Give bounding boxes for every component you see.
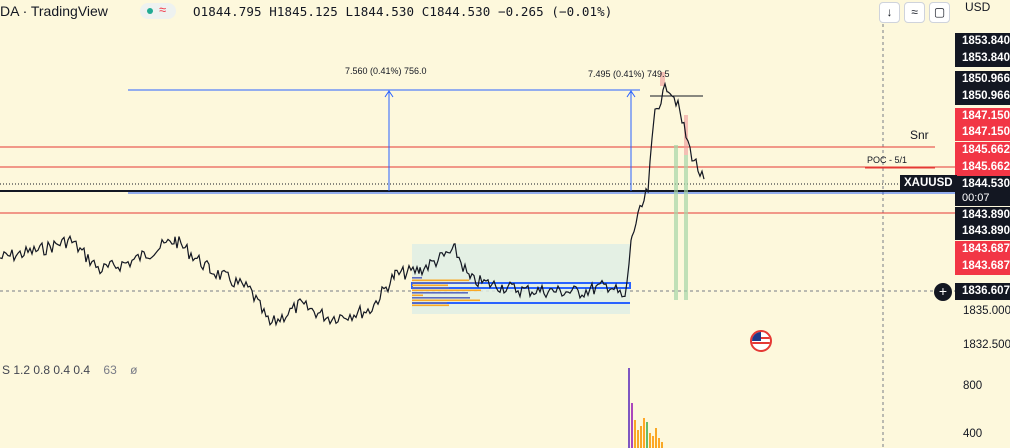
volume-bar xyxy=(646,422,648,448)
price-label: 1843.890 xyxy=(955,207,1010,224)
volume-profile-bar xyxy=(412,282,480,284)
collapse-button[interactable]: ≈ xyxy=(904,2,925,23)
price-label: 1843.687 xyxy=(955,258,1010,275)
volume-indicator-legend[interactable]: S 1.2 0.8 0.4 0.4 63 ø xyxy=(2,363,137,377)
axis-tick-1835: 1835.000 xyxy=(963,305,1010,317)
volume-tick-800: 800 xyxy=(963,380,983,392)
price-label: 1845.662 xyxy=(955,142,1010,159)
volume-profile-bar xyxy=(412,287,449,289)
volume-bar xyxy=(637,430,639,448)
price-label: 1850.966 xyxy=(955,71,1010,88)
axis-tick-1832: 1832.500 xyxy=(963,339,1010,351)
volume-profile-bar xyxy=(412,304,449,307)
price-label: 1844.530 xyxy=(955,176,1010,193)
hide-indicator-icon[interactable]: ø xyxy=(130,363,138,377)
ohlc-values: O1844.795 H1845.125 L1844.530 C1844.530 … xyxy=(193,4,613,19)
volume-profile-bar xyxy=(412,289,481,292)
price-series xyxy=(0,81,705,327)
volume-profile-bars xyxy=(412,277,481,307)
volume-profile-bar xyxy=(412,294,423,297)
chart-header: DA · TradingView ≈ O1844.795 H1845.125 L… xyxy=(0,0,955,24)
add-alert-button[interactable]: + xyxy=(934,283,952,301)
volume-bar xyxy=(661,442,663,448)
volume-profile-bar xyxy=(412,277,422,279)
volume-bar xyxy=(640,426,642,448)
volume-bar xyxy=(628,368,630,448)
symbol-price-tag[interactable]: XAUUSD xyxy=(900,175,957,191)
symbol-title[interactable]: DA · TradingView xyxy=(0,3,108,19)
price-label: 1853.840 xyxy=(955,33,1010,50)
volume-profile-bar xyxy=(412,279,469,282)
poc-label[interactable]: POC - 5/1 xyxy=(867,155,908,165)
volume-profile-bar xyxy=(412,299,480,302)
market-status-badge[interactable]: ≈ xyxy=(140,2,176,19)
price-label: 1843.890 xyxy=(955,223,1010,240)
volume-profile-bar xyxy=(412,284,448,287)
volume-profile-bar xyxy=(412,297,470,299)
snr-label[interactable]: Snr xyxy=(910,128,929,142)
wave-icon: ≈ xyxy=(159,2,167,17)
price-chart[interactable] xyxy=(0,0,955,448)
volume-bar xyxy=(658,438,660,448)
indicator-values: S 1.2 0.8 0.4 0.4 xyxy=(2,363,91,377)
volume-profile-bar xyxy=(412,302,447,304)
scroll-down-button[interactable]: ↓ xyxy=(879,2,900,23)
volume-bar xyxy=(634,420,636,448)
volume-bar xyxy=(631,403,633,448)
currency-selector[interactable]: USD xyxy=(965,0,991,14)
price-label: 1850.966 xyxy=(955,88,1010,105)
volume-bar xyxy=(655,428,657,448)
volume-profile-bar xyxy=(412,292,468,294)
volume-bar xyxy=(652,436,654,448)
measure-label-right[interactable]: 7.495 (0.41%) 749.5 xyxy=(588,69,670,79)
bar-countdown: 00:07 xyxy=(955,191,1010,206)
volume-bar xyxy=(649,433,651,448)
market-open-icon xyxy=(147,8,153,14)
measure-label-left[interactable]: 7.560 (0.41%) 756.0 xyxy=(345,66,427,76)
us-flag-icon[interactable] xyxy=(750,330,772,352)
volume-tick-400: 400 xyxy=(963,428,983,440)
indicator-count: 63 xyxy=(103,363,117,377)
volume-histogram xyxy=(628,368,663,448)
price-label: 1847.150 xyxy=(955,124,1010,141)
price-label: 1853.840 xyxy=(955,50,1010,67)
price-label: 1845.662 xyxy=(955,159,1010,176)
window-button[interactable]: ▢ xyxy=(929,2,950,23)
price-label: 1847.150 xyxy=(955,108,1010,125)
price-label: 1843.687 xyxy=(955,241,1010,258)
volume-bar xyxy=(643,418,645,448)
price-label: 1836.607 xyxy=(955,283,1010,300)
